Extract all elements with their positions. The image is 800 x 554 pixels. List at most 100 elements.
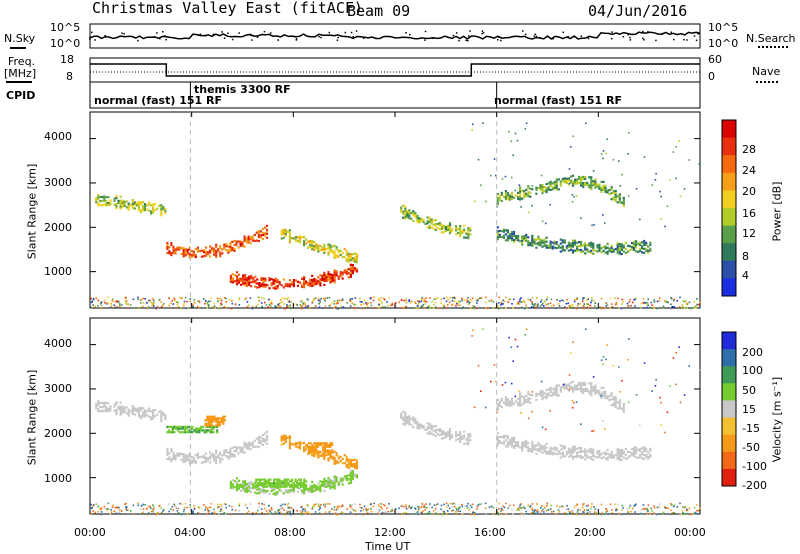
noise-cell <box>365 301 367 304</box>
noise-cell <box>635 503 637 506</box>
velocity-cell <box>610 404 613 407</box>
power-cell <box>467 227 470 230</box>
speckle-cell <box>544 428 547 431</box>
velocity-cell <box>286 436 289 439</box>
noise-cell <box>476 299 479 302</box>
velocity-cell <box>510 437 514 440</box>
power-cell <box>553 240 556 243</box>
power-cell <box>610 246 613 249</box>
velocity-cell <box>608 455 611 458</box>
power-cell <box>95 201 98 204</box>
noise-cell <box>231 508 234 511</box>
velocity-cell <box>355 461 359 464</box>
noise-cell <box>658 297 661 299</box>
noise-cell <box>435 504 438 506</box>
noise-cell <box>125 303 128 305</box>
velocity-patch-cell <box>258 480 261 483</box>
velocity-cell <box>345 476 348 480</box>
noise-cell <box>400 513 403 515</box>
velocity-cell <box>355 459 359 462</box>
noise-cell <box>473 305 476 308</box>
velocity-patch-cell <box>185 427 188 430</box>
power-cell <box>158 204 161 207</box>
power-cell <box>504 239 507 242</box>
velocity-cell <box>535 392 538 395</box>
velocity-cell <box>610 452 613 455</box>
velocity-colorbar-segment <box>722 451 736 470</box>
velocity-cell <box>252 482 255 486</box>
noise-cell <box>144 298 146 300</box>
noise-cell <box>107 508 110 510</box>
power-cell <box>204 252 208 255</box>
noise-cell <box>618 306 621 309</box>
noise-cell <box>457 302 460 304</box>
noise-cell <box>92 299 95 301</box>
velocity-cell <box>531 440 534 443</box>
power-cell <box>160 214 163 217</box>
velocity-cell <box>467 437 470 440</box>
velocity-cell <box>610 394 613 397</box>
power-cell <box>333 273 336 276</box>
velocity-cell <box>496 402 499 406</box>
power-cell <box>327 278 330 282</box>
noise-cell <box>411 506 413 509</box>
power-cell <box>519 198 522 201</box>
noise-search-dot <box>482 32 485 34</box>
noise-search-dot <box>362 37 365 39</box>
power-cell <box>620 252 623 256</box>
velocity-cell <box>602 390 605 393</box>
noise-cell <box>544 506 546 508</box>
velocity-cell <box>573 445 577 448</box>
noise-cell <box>647 298 650 300</box>
velocity-cell <box>268 493 271 496</box>
noise-cell <box>464 505 466 507</box>
power-cell <box>117 201 120 204</box>
noise-cell <box>587 504 589 507</box>
noise-cell <box>127 303 130 305</box>
velocity-cell <box>101 402 104 405</box>
noise-cell <box>670 503 673 506</box>
velocity-patch-cell <box>271 482 274 485</box>
noise-cell <box>244 298 246 301</box>
noise-cell <box>391 302 394 305</box>
velocity-cell <box>455 433 458 436</box>
power-cell <box>321 274 324 277</box>
power-cell <box>535 192 538 195</box>
velocity-cell <box>256 488 259 491</box>
noise-cell <box>328 297 331 299</box>
velocity-patch-cell <box>269 482 272 485</box>
power-cell <box>307 246 310 249</box>
velocity-patch-cell <box>262 482 265 485</box>
velocity-cell <box>284 438 287 442</box>
velocity-cell <box>347 482 350 485</box>
noise-cell <box>662 513 665 515</box>
velocity-cell <box>525 443 528 447</box>
velocity-cell <box>298 487 302 490</box>
power-cell <box>618 197 621 200</box>
power-cell <box>209 249 212 252</box>
power-cell <box>541 184 544 187</box>
power-cell <box>620 242 623 246</box>
velocity-cell <box>339 455 342 458</box>
noise-cell <box>583 513 585 516</box>
velocity-cell <box>255 445 258 448</box>
velocity-cell <box>264 483 267 486</box>
power-cell <box>510 195 514 198</box>
power-cell <box>244 278 247 281</box>
power-cell <box>270 284 273 287</box>
power-cell <box>436 226 439 229</box>
power-cell <box>523 239 526 242</box>
power-cell <box>243 237 246 240</box>
power-cell <box>569 246 573 249</box>
velocity-patch-cell <box>207 419 211 422</box>
noise-cell <box>630 510 632 513</box>
power-cell <box>432 227 435 230</box>
noise-cell <box>183 506 186 509</box>
noise-cell <box>576 305 579 307</box>
velocity-patch-cell <box>180 431 183 434</box>
velocity-cell <box>355 465 359 468</box>
power-cell <box>496 198 499 202</box>
noise-cell <box>537 511 539 513</box>
power-cell <box>521 235 524 238</box>
velocity-cell <box>170 450 173 453</box>
